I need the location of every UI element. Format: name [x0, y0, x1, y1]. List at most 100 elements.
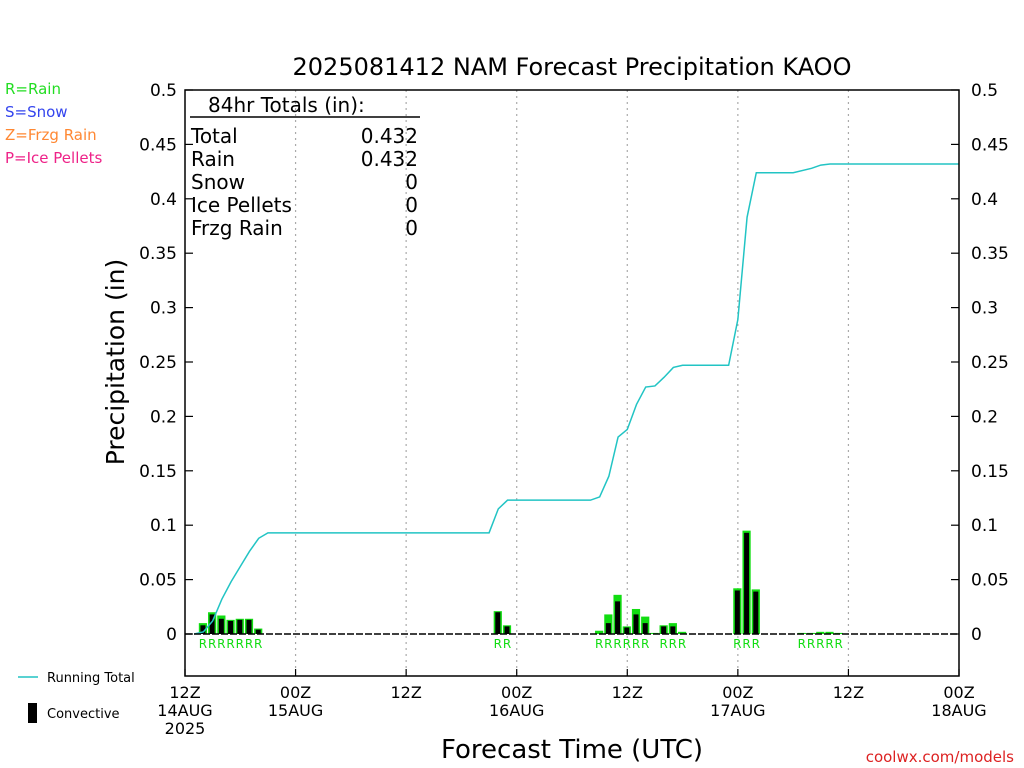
plot-frame [184, 89, 960, 677]
x-tick-label: 12Z [833, 683, 864, 702]
x-tick-label: 00Z [501, 683, 532, 702]
y-tick-label-right: 0.3 [971, 299, 998, 319]
y-tick-label-right: 0.35 [971, 244, 1009, 264]
ptype-marker: R [623, 637, 631, 651]
convective-bar [642, 623, 648, 634]
convective-bar [661, 626, 667, 634]
y-tick-label-left: 0.1 [150, 516, 177, 536]
ptype-marker: R [807, 637, 815, 651]
y-tick-label-right: 0.5 [971, 81, 998, 101]
chart-title: 2025081412 NAM Forecast Precipitation KA… [293, 53, 852, 81]
y-tick-label-left: 0.05 [139, 571, 177, 591]
x-axis-label: Forecast Time (UTC) [441, 735, 703, 765]
x-tick-label: 12Z [612, 683, 643, 702]
ptype-marker: R [816, 637, 824, 651]
y-tick-label-left: 0.2 [150, 407, 177, 427]
rain-bar [825, 631, 834, 634]
totals-header: 84hr Totals (in): [208, 93, 365, 117]
convective-bar [734, 590, 740, 634]
convective-bar [255, 629, 261, 634]
x-tick-label: 00Z [280, 683, 311, 702]
y-tick-label-right: 0.4 [971, 190, 998, 210]
convective-bar [237, 619, 243, 634]
x-tick-label: 14AUG [157, 701, 212, 720]
y-tick-label-right: 0.15 [971, 462, 1009, 482]
legend-convective-label: Convective [47, 707, 120, 722]
y-tick-label-right: 0.05 [971, 571, 1009, 591]
convective-bar [633, 614, 639, 634]
convective-bar [209, 614, 215, 634]
ptype-marker: R [494, 637, 502, 651]
ptype-marker: R [226, 637, 234, 651]
ptype-marker: R [825, 637, 833, 651]
ptype-legend-rain: R=Rain [5, 80, 61, 98]
x-tick-label: 16AUG [489, 701, 544, 720]
running-total-line [194, 163, 959, 635]
rain-bar [677, 631, 687, 634]
ptype-marker: R [217, 637, 225, 651]
y-tick-label-right: 0.2 [971, 407, 998, 427]
convective-bar [246, 619, 252, 634]
ptype-marker: R [604, 637, 612, 651]
convective-bar [624, 627, 630, 634]
legend-running-total-label: Running Total [47, 671, 135, 686]
ptype-marker: R [632, 637, 640, 651]
x-tick-label: 17AUG [710, 701, 765, 720]
series-legend: Running Total Convective [18, 671, 135, 723]
ptype-legend-ice-pellets: P=Ice Pellets [5, 149, 103, 167]
y-tick-label-right: 0.25 [971, 353, 1009, 373]
totals-box: 84hr Totals (in): Total 0.432 Rain 0.432… [190, 93, 420, 240]
y-tick-label-left: 0.5 [150, 81, 177, 101]
credit-text: coolwx.com/models [866, 748, 1014, 766]
ptype-marker: R [613, 637, 621, 651]
totals-value-rain: 0.432 [361, 147, 418, 171]
totals-label-snow: Snow [191, 170, 245, 194]
totals-value-total: 0.432 [361, 124, 418, 148]
totals-value-frzg-rain: 0 [405, 216, 418, 240]
convective-bar [605, 623, 611, 634]
convective-bar [615, 601, 621, 634]
ptype-marker: R [678, 637, 686, 651]
totals-value-snow: 0 [405, 170, 418, 194]
y-tick-label-left: 0.25 [139, 353, 177, 373]
running-total-layer [194, 163, 959, 635]
totals-label-ice-pellets: Ice Pellets [191, 193, 292, 217]
ptype-marker: R [659, 637, 667, 651]
ptype-marker: R [742, 637, 750, 651]
convective-bar [753, 591, 759, 634]
ptype-marker: R [595, 637, 603, 651]
y-tick-label-left: 0.4 [150, 190, 177, 210]
totals-label-frzg-rain: Frzg Rain [191, 216, 283, 240]
ptype-marker: R [254, 637, 262, 651]
x-tick-label: 18AUG [931, 701, 986, 720]
ptype-marker: R [245, 637, 253, 651]
convective-bar [228, 620, 234, 634]
convective-bar [218, 618, 224, 634]
legend-convective-swatch [28, 703, 37, 723]
convective-bar [495, 612, 501, 634]
y-tick-label-left: 0.35 [139, 244, 177, 264]
totals-label-total: Total [190, 124, 238, 148]
ptype-marker: R [208, 637, 216, 651]
ptype-marker: R [752, 637, 760, 651]
ptype-marker: R [641, 637, 649, 651]
y-tick-label-right: 0.45 [971, 135, 1009, 155]
ptype-legend-snow: S=Snow [5, 103, 68, 121]
ptype-marker: R [199, 637, 207, 651]
ptype-marker: R [835, 637, 843, 651]
x-tick-label: 12Z [169, 683, 200, 702]
ptype-marker: R [503, 637, 511, 651]
y-axis-label: Precipitation (in) [101, 259, 130, 466]
y-tick-label-left: 0.45 [139, 135, 177, 155]
y-axis-right: 0 0.05 0.1 0.15 0.2 0.25 0.3 0.35 0.4 0.45 0.5 [951, 81, 1009, 645]
totals-label-rain: Rain [191, 147, 235, 171]
x-tick-label: 12Z [390, 683, 421, 702]
ptype-legend-frzg-rain: Z=Frzg Rain [5, 126, 97, 144]
ptype-marker: R [733, 637, 741, 651]
convective-bar [744, 532, 750, 634]
x-tick-label: 00Z [943, 683, 974, 702]
y-axis-left: 0 0.05 0.1 0.15 0.2 0.25 0.3 0.35 0.4 0.45 0.5 [139, 81, 193, 645]
